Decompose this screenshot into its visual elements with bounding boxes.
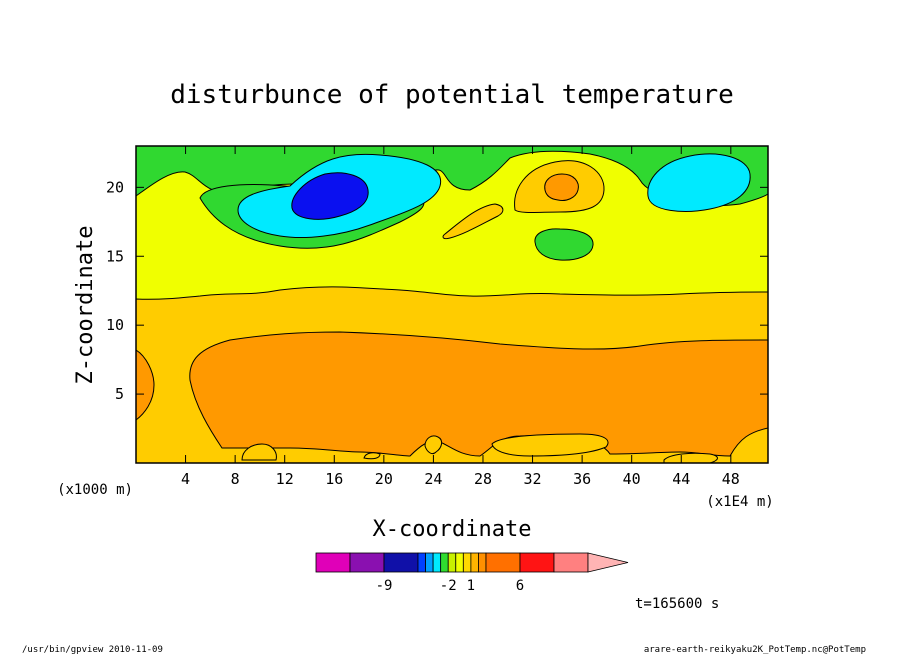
x-tick-label: 36	[573, 470, 591, 488]
colorbar-bin	[383, 552, 419, 573]
colorbar-label: -9	[376, 578, 393, 594]
colorbar-label: 6	[516, 578, 524, 594]
colorbar-bin	[417, 552, 426, 573]
colorbar-bin	[447, 552, 457, 573]
region-yellow-patch	[442, 203, 504, 240]
y-axis-label: Z-coordinate	[73, 226, 98, 385]
x-axis-label: X-coordinate	[373, 517, 532, 542]
plot-frame	[135, 145, 769, 464]
colorbar-bin	[455, 552, 464, 573]
colorbar-bin	[519, 552, 555, 573]
region-cyan-right	[647, 153, 751, 212]
footer-right: arare-earth-reikyaku2K_PotTemp.nc@PotTem…	[644, 645, 866, 654]
x-tick-label: 20	[375, 470, 393, 488]
x-tick-label: 28	[474, 470, 492, 488]
colorbar-bin	[440, 552, 449, 573]
x-tick-label: 12	[276, 470, 294, 488]
region-blue-core	[291, 172, 369, 220]
colorbar-label: -2	[440, 578, 457, 594]
colorbar-bin	[553, 552, 589, 573]
x-tick-label: 24	[424, 470, 442, 488]
colorbar-bin	[425, 552, 434, 573]
colorbar-bin	[478, 552, 487, 573]
colorbar-label: 1	[467, 578, 475, 594]
footer-left: /usr/bin/gpview 2010-11-09	[22, 645, 163, 654]
y-axis-ticks: 5 10 15 20	[106, 178, 768, 403]
region-dark-orange	[189, 331, 768, 457]
colorbar-bin	[462, 552, 472, 573]
region-orange-core	[544, 173, 579, 201]
contour-patch-b	[363, 452, 381, 460]
chart-title: disturbunce of potential temperature	[170, 80, 734, 110]
y-tick-label: 20	[106, 178, 124, 196]
x-tick-label: 16	[325, 470, 343, 488]
x-tick-label: 8	[231, 470, 240, 488]
colorbar-bin	[349, 552, 385, 573]
x-tick-label: 4	[181, 470, 190, 488]
contour-patch-c	[424, 435, 443, 455]
x-tick-label: 44	[672, 470, 690, 488]
plot-area	[136, 146, 768, 463]
colorbar-bin	[485, 552, 521, 573]
region-green-blob	[534, 228, 594, 261]
time-label: t=165600 s	[635, 596, 719, 612]
y-axis-unit: (x1000 m)	[57, 482, 133, 498]
colorbar-bin	[432, 552, 442, 573]
contour-patch-e	[663, 452, 718, 463]
contour-patch-d	[491, 433, 609, 457]
contour-patch-a	[241, 443, 277, 461]
x-axis-ticks: 4 8 12 16 20 24 28 32 36 40 44 48	[181, 146, 740, 488]
colorbar-bin	[470, 552, 479, 573]
y-tick-label: 10	[106, 316, 124, 334]
colorbar-overflow-arrow	[587, 552, 629, 573]
x-axis-unit: (x1E4 m)	[706, 494, 773, 510]
x-tick-label: 48	[722, 470, 740, 488]
colorbar-bin	[315, 552, 351, 573]
x-tick-label: 32	[524, 470, 542, 488]
colorbar: -9 -2 1 6	[315, 552, 629, 594]
y-tick-label: 15	[106, 247, 124, 265]
region-dark-orange-left	[136, 349, 155, 421]
y-tick-label: 5	[115, 385, 124, 403]
x-tick-label: 40	[623, 470, 641, 488]
